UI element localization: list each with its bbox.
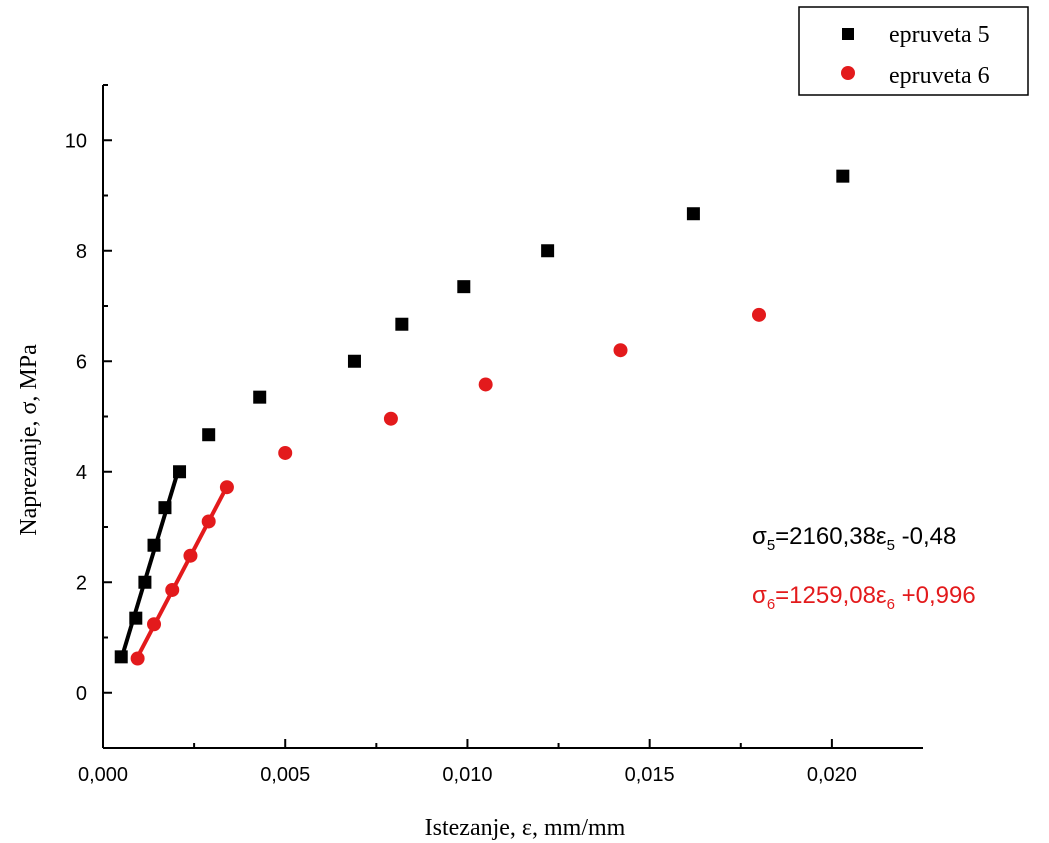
legend-label-epruveta-5: epruveta 5 xyxy=(889,22,990,48)
data-point-epruveta-5 xyxy=(202,428,216,442)
legend: epruveta 5 epruveta 6 xyxy=(798,6,1029,96)
fit-equation-epruveta-5: σ5=2160,38ε5 -0,48 xyxy=(752,523,956,554)
y-ticks: 0 2 4 6 8 10 xyxy=(65,84,112,749)
fit-lines xyxy=(119,465,229,660)
data-point-epruveta-5 xyxy=(836,169,850,183)
data-point-epruveta-6 xyxy=(478,377,493,392)
legend-label-epruveta-6: epruveta 6 xyxy=(889,63,990,89)
data-point-epruveta-6 xyxy=(752,307,766,322)
data-point-epruveta-5 xyxy=(173,465,187,479)
data-point-epruveta-5 xyxy=(138,575,152,589)
data-point-epruveta-5 xyxy=(541,244,555,258)
y-tick-label: 0 xyxy=(76,683,87,705)
legend-marker-epruveta-5 xyxy=(842,28,854,40)
legend-marker-epruveta-6 xyxy=(841,66,855,80)
x-axis-title: Istezanje, ε, mm/mm xyxy=(425,815,626,841)
legend-box xyxy=(798,6,1029,96)
data-point-epruveta-5 xyxy=(129,611,143,625)
data-point-epruveta-6 xyxy=(383,411,398,426)
fit-line-epruveta-5 xyxy=(119,465,182,660)
x-tick-label: 0,010 xyxy=(442,764,492,786)
data-point-epruveta-6 xyxy=(130,651,145,666)
y-tick-label: 6 xyxy=(76,351,87,373)
data-point-epruveta-5 xyxy=(158,501,172,515)
y-tick-label: 10 xyxy=(65,130,87,152)
fit-line-epruveta-6 xyxy=(135,485,229,658)
data-point-epruveta-6 xyxy=(165,582,180,597)
x-ticks: 0,000 0,005 0,010 0,015 0,020 xyxy=(78,739,857,786)
data-point-epruveta-6 xyxy=(183,548,198,563)
data-point-epruveta-5 xyxy=(114,650,128,664)
y-axis-title: Naprezanje, σ, MPa xyxy=(16,344,42,536)
data-point-epruveta-5 xyxy=(457,280,471,294)
x-tick-label: 0,015 xyxy=(625,764,675,786)
y-tick-label: 2 xyxy=(76,572,87,594)
plot-area: 0,000 0,005 0,010 0,015 0,020 0 2 4 6 8 10 xyxy=(65,84,923,786)
data-point-epruveta-5 xyxy=(395,317,409,331)
data-point-epruveta-6 xyxy=(219,480,234,495)
data-point-epruveta-5 xyxy=(147,538,161,552)
data-point-epruveta-5 xyxy=(253,390,267,404)
data-point-epruveta-6 xyxy=(147,617,162,632)
data-point-epruveta-6 xyxy=(201,514,216,529)
fit-equation-epruveta-6: σ6=1259,08ε6 +0,996 xyxy=(752,582,976,613)
data-point-epruveta-5 xyxy=(347,354,361,368)
y-tick-label: 8 xyxy=(76,241,87,263)
data-point-epruveta-6 xyxy=(613,343,628,358)
x-tick-label: 0,005 xyxy=(260,764,310,786)
x-tick-label: 0,020 xyxy=(807,764,857,786)
data-markers xyxy=(114,169,850,666)
data-point-epruveta-5 xyxy=(686,207,700,221)
data-point-epruveta-6 xyxy=(278,445,293,460)
y-tick-label: 4 xyxy=(76,462,87,484)
x-tick-label: 0,000 xyxy=(78,764,128,786)
